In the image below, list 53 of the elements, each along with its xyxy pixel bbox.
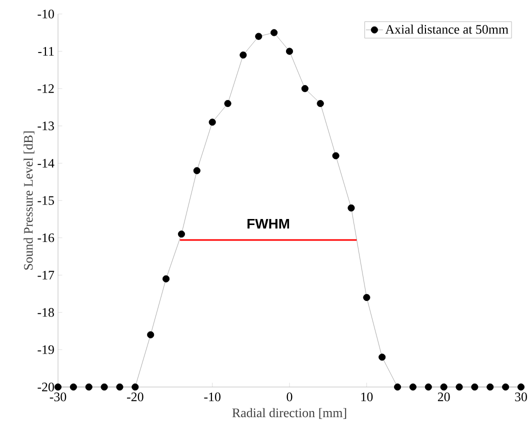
y-tick-label: -20: [38, 382, 54, 392]
point: [502, 383, 510, 391]
x-tick-label: -30: [50, 392, 66, 402]
y-tick-label: -13: [38, 122, 54, 130]
point: [85, 383, 92, 391]
x-tick-label: 30: [515, 392, 527, 402]
point: [270, 29, 278, 36]
point: [517, 383, 525, 391]
point: [255, 32, 262, 40]
point: [378, 354, 386, 361]
point: [240, 51, 247, 59]
point: [332, 152, 340, 160]
point: [208, 118, 216, 126]
point: [178, 230, 186, 238]
point: [132, 383, 139, 391]
x-tick-label: -20: [127, 392, 144, 402]
point: [116, 383, 124, 391]
x-tick-label: 20: [438, 392, 450, 402]
point: [100, 383, 108, 391]
y-axis-title: Sound Pressure Level [dB]: [24, 132, 34, 270]
point: [162, 275, 170, 282]
annotation: FWHM: [248, 218, 290, 229]
point: [486, 383, 494, 391]
point: [70, 383, 77, 391]
point: [54, 383, 62, 391]
legend-label: Axial distance at 50mm: [385, 24, 508, 34]
point: [394, 383, 402, 391]
point: [456, 383, 463, 391]
point: [147, 331, 154, 338]
point: [286, 48, 294, 55]
x-tick-label: -10: [204, 392, 220, 402]
y-tick-label: -14: [38, 158, 54, 168]
y-tick-label: -17: [38, 270, 54, 280]
point: [363, 294, 370, 302]
point: [440, 383, 448, 391]
point: [224, 100, 232, 108]
y-tick-label: -10: [38, 10, 54, 18]
point: [316, 100, 324, 108]
x-axis-title: Radial direction [mm]: [232, 408, 346, 419]
y-tick-label: -12: [38, 84, 54, 93]
point: [193, 167, 200, 174]
y-tick-label: -19: [38, 345, 54, 354]
y-tick-label: -16: [38, 233, 54, 242]
point: [424, 383, 432, 391]
x-tick-label: 10: [361, 392, 373, 402]
x-tick-label: 0: [286, 392, 292, 402]
y-tick-label: -11: [38, 47, 54, 56]
point: [301, 85, 308, 92]
point: [348, 204, 355, 212]
point: [471, 383, 478, 391]
y-tick-label: -18: [38, 308, 54, 317]
y-tick-label: -15: [38, 196, 54, 205]
point: [409, 383, 417, 391]
